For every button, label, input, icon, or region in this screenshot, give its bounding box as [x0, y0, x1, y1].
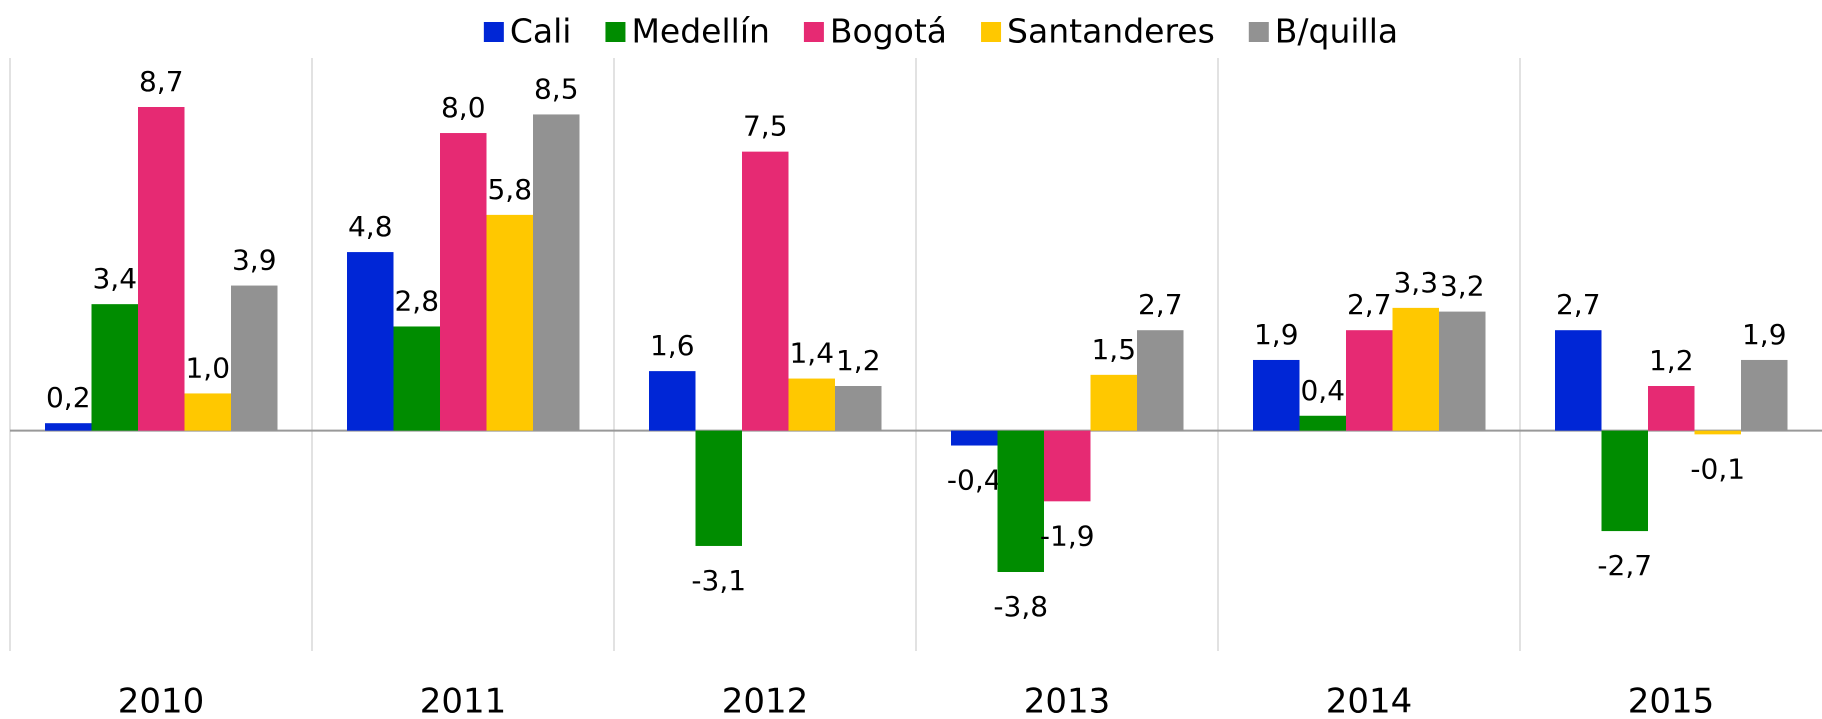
- value-label: 2,7: [1138, 288, 1183, 321]
- value-label: -3,1: [691, 564, 746, 597]
- bar: [1299, 415, 1346, 431]
- bar: [1555, 330, 1602, 431]
- value-label: 1,2: [1649, 344, 1694, 377]
- x-tick-label: 2012: [722, 682, 809, 719]
- x-tick-label: 2011: [420, 682, 507, 719]
- value-label: 0,4: [1300, 374, 1345, 407]
- legend-label: Santanderes: [1007, 12, 1215, 51]
- legend-swatch: [483, 22, 504, 42]
- bar: [997, 430, 1044, 572]
- bar: [1253, 359, 1300, 431]
- bar: [1648, 386, 1695, 431]
- bar: [393, 326, 440, 431]
- bar: [45, 423, 92, 431]
- legend-label: Cali: [510, 12, 572, 51]
- value-label: 3,9: [232, 244, 277, 277]
- x-tick-label: 2014: [1326, 682, 1413, 719]
- value-label: 8,7: [139, 65, 184, 98]
- value-label: 1,0: [185, 351, 230, 384]
- bar: [742, 151, 789, 431]
- bar: [486, 214, 533, 431]
- bar: [231, 285, 278, 431]
- x-tick-label: 2013: [1024, 682, 1111, 719]
- legend-swatch: [803, 22, 824, 42]
- bar: [440, 133, 487, 431]
- value-label: 7,5: [743, 110, 788, 143]
- value-label: 2,7: [1556, 288, 1601, 321]
- x-tick-label: 2015: [1628, 682, 1715, 719]
- bar: [695, 430, 742, 546]
- bar: [533, 114, 580, 431]
- value-label: 8,0: [441, 91, 486, 124]
- bar: [1392, 307, 1439, 431]
- legend-swatch: [1248, 22, 1269, 42]
- bar: [951, 430, 998, 446]
- bar: [1439, 311, 1486, 431]
- value-label: 3,4: [92, 262, 137, 295]
- value-label: 5,8: [487, 173, 532, 206]
- bar: [835, 386, 882, 431]
- value-label: 3,2: [1440, 270, 1485, 303]
- bar: [1137, 330, 1184, 431]
- value-label: 0,2: [46, 381, 91, 414]
- value-label: 1,2: [836, 344, 881, 377]
- value-label: 2,8: [394, 284, 439, 317]
- x-tick-label: 2010: [118, 682, 205, 719]
- value-label: 8,5: [534, 72, 579, 105]
- bar: [1601, 430, 1648, 532]
- value-label: -2,7: [1597, 549, 1652, 582]
- value-label: 3,3: [1393, 266, 1438, 299]
- legend-label: Bogotá: [830, 12, 947, 51]
- bar: [649, 371, 696, 431]
- legend-label: Medellín: [631, 12, 769, 51]
- value-label: 4,8: [348, 210, 393, 243]
- bar: [1346, 330, 1393, 431]
- bar: [1044, 430, 1091, 502]
- legend-swatch: [605, 22, 626, 42]
- bar: [1694, 430, 1741, 435]
- bar: [138, 107, 185, 431]
- value-label: 1,6: [650, 329, 695, 362]
- bar: [1090, 374, 1137, 431]
- value-label: 1,9: [1254, 318, 1299, 351]
- bar: [184, 393, 231, 431]
- value-label: 2,7: [1347, 288, 1392, 321]
- value-label: 1,9: [1742, 318, 1787, 351]
- bar: [1741, 359, 1788, 431]
- bar: [91, 304, 138, 431]
- value-label: -3,8: [993, 590, 1048, 623]
- bar: [347, 252, 394, 431]
- value-label: -1,9: [1040, 519, 1095, 552]
- value-label: 1,5: [1091, 333, 1136, 366]
- value-label: 1,4: [789, 337, 834, 370]
- value-label: -0,4: [947, 464, 1002, 497]
- value-label: -0,1: [1690, 452, 1745, 485]
- legend-swatch: [981, 22, 1002, 42]
- legend-label: B/quilla: [1275, 12, 1398, 51]
- bar: [788, 378, 835, 431]
